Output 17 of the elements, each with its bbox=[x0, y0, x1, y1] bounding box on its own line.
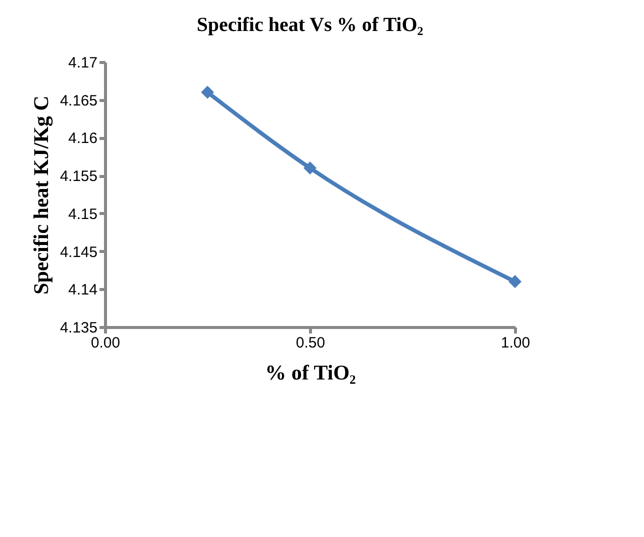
x-tick-label: 0.00 bbox=[90, 334, 120, 352]
y-tick-label: 4.165 bbox=[60, 92, 98, 110]
y-tick-label: 4.14 bbox=[68, 282, 98, 299]
point bbox=[303, 161, 317, 175]
x-axis-title: % of TiO₂ bbox=[265, 360, 356, 384]
y-tick-label: 4.155 bbox=[60, 168, 98, 186]
y-axis-title: Specific heat KJ/Kg C bbox=[28, 96, 53, 294]
point bbox=[508, 275, 522, 288]
point bbox=[200, 86, 214, 99]
x-tick-label: 1.00 bbox=[500, 334, 530, 352]
y-tick-label: 4.15 bbox=[68, 206, 98, 223]
y-tick-label: 4.17 bbox=[68, 54, 98, 72]
chart-title: Specific heat Vs % of TiO₂ bbox=[196, 14, 424, 36]
y-tick-label: 4.16 bbox=[68, 130, 98, 148]
y-tick-label: 4.145 bbox=[60, 244, 98, 261]
x-tick-label: 0.50 bbox=[296, 334, 326, 352]
y-tick-label: 4.135 bbox=[60, 320, 98, 336]
